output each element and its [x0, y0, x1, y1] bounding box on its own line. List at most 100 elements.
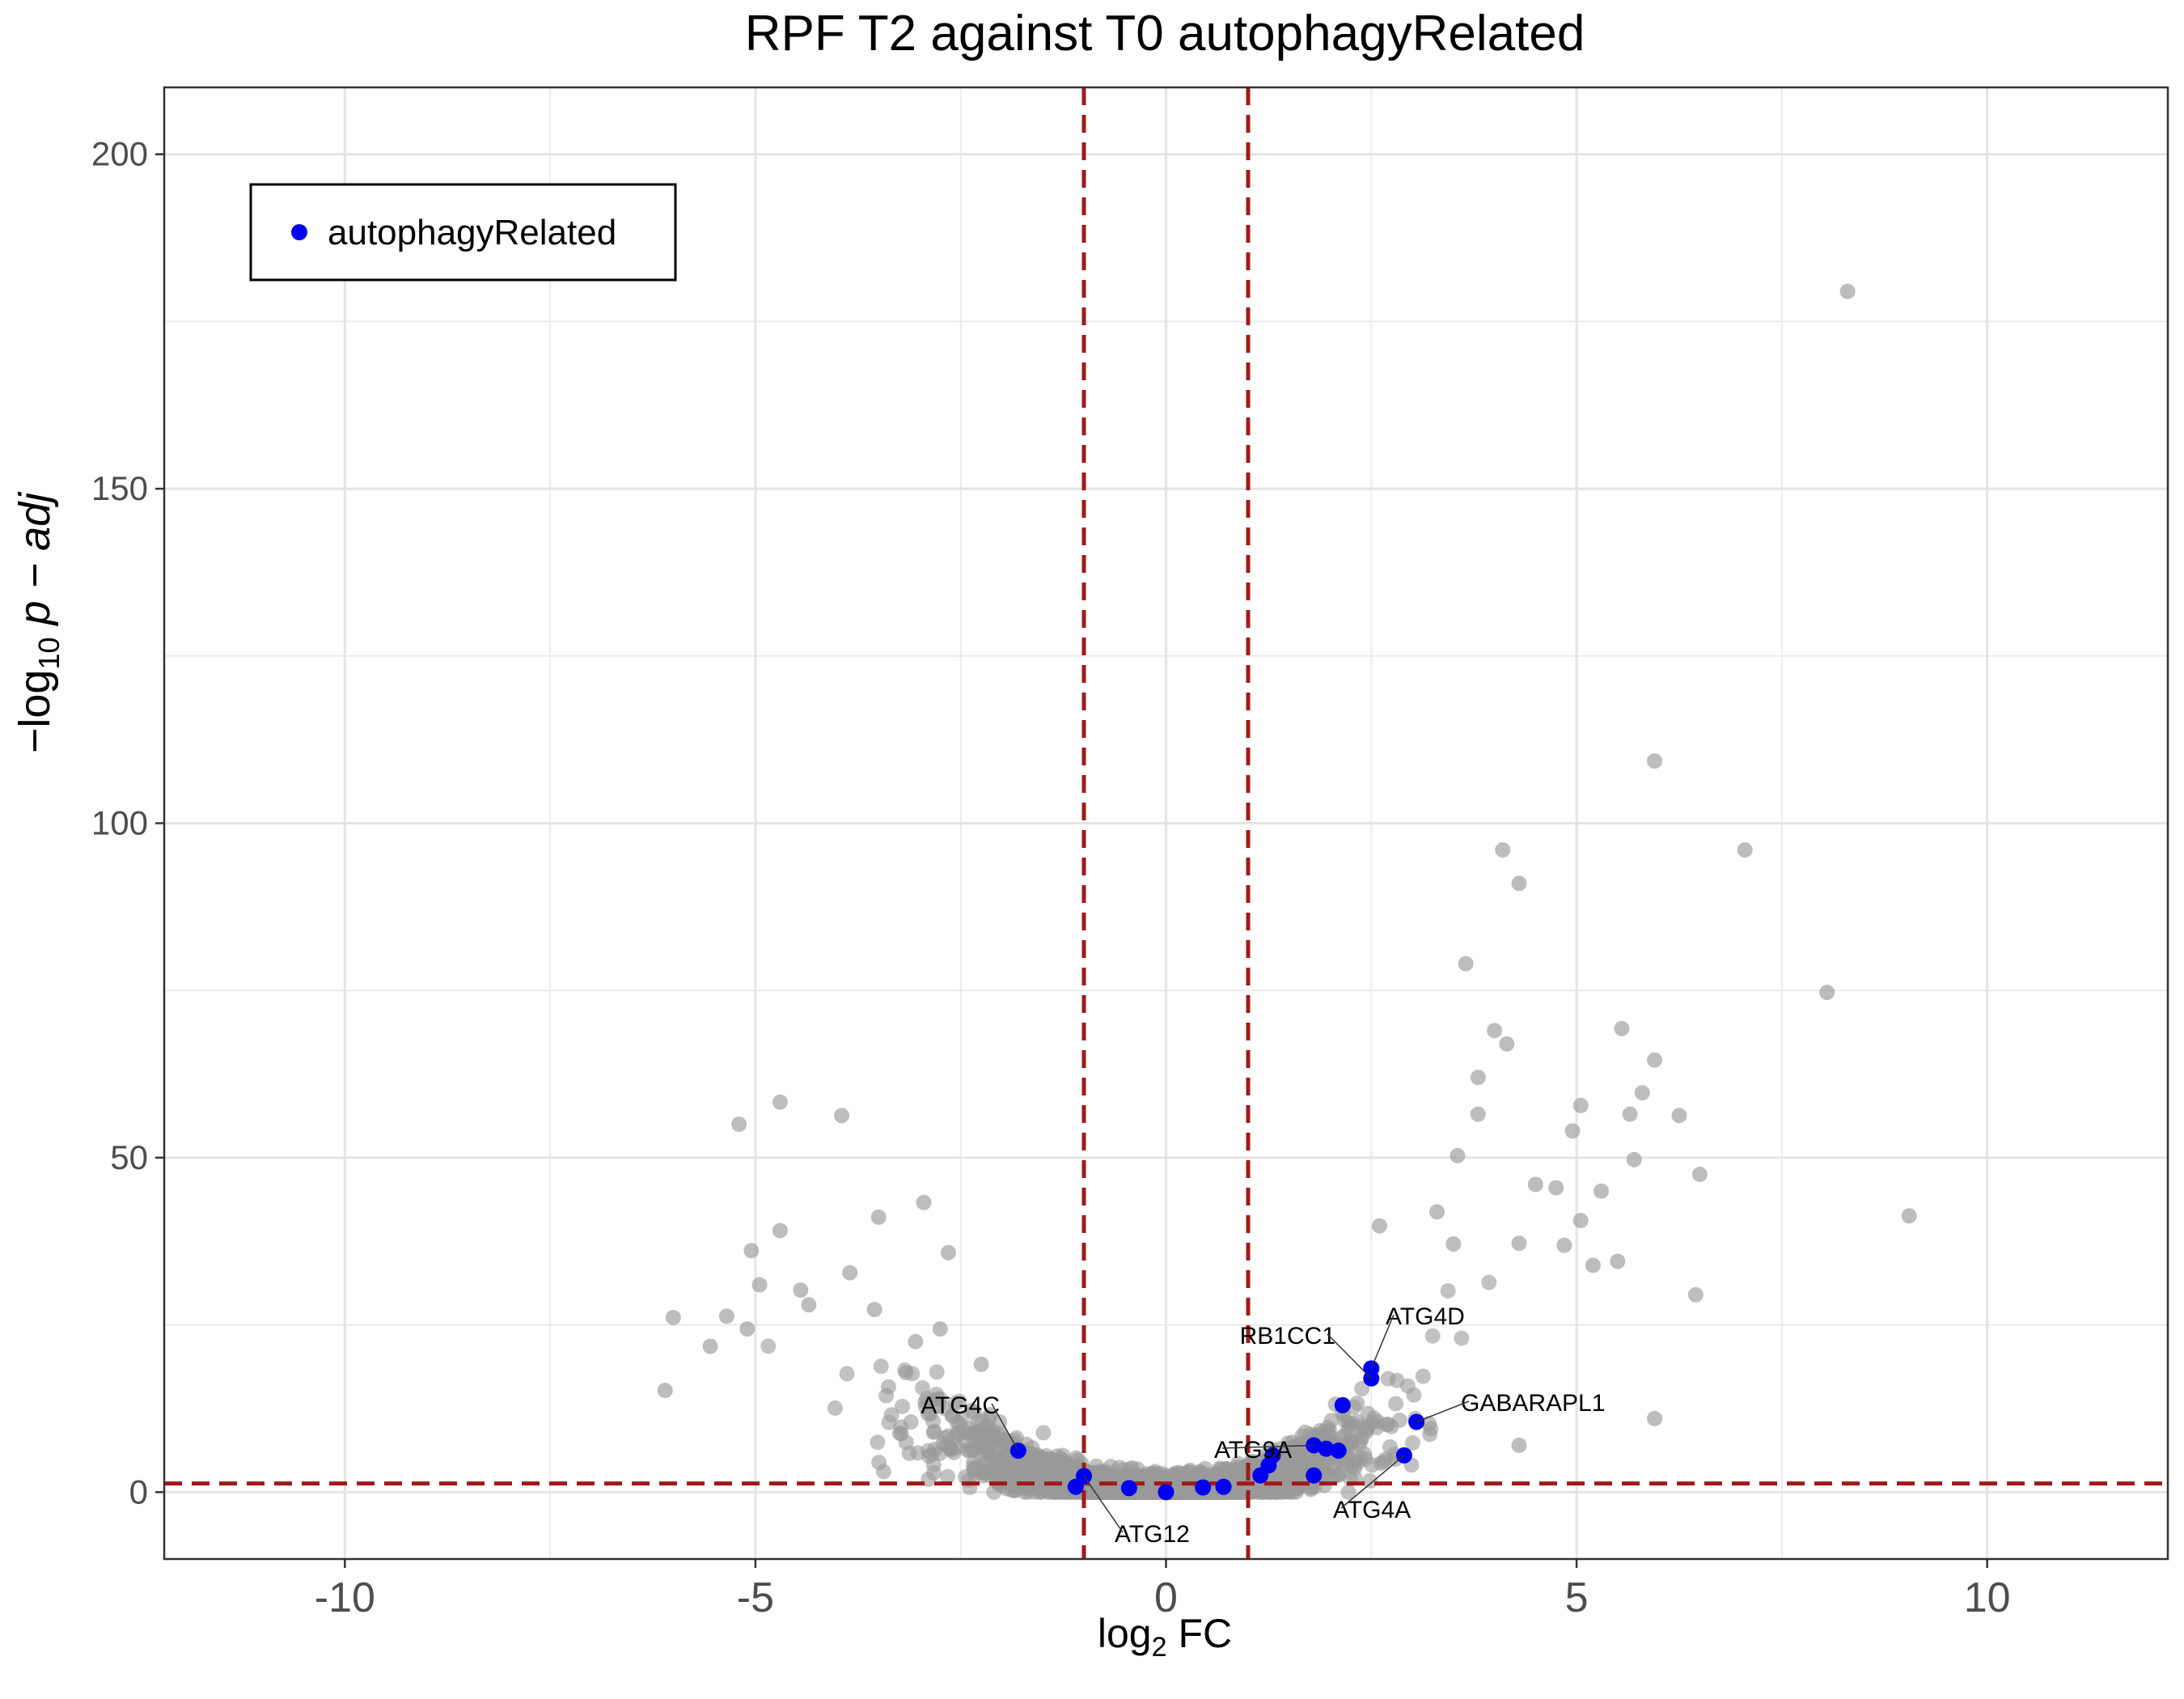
background-gene-point — [1415, 1368, 1431, 1384]
gene-label: ATG4C — [921, 1392, 1000, 1419]
background-gene-point — [910, 1445, 926, 1461]
threshold-lines-layer — [164, 87, 2168, 1559]
y-tick-label: 50 — [110, 1138, 148, 1176]
background-gene-point — [1691, 1167, 1708, 1183]
background-gene-point — [1594, 1183, 1610, 1199]
autophagy-gene-point — [1330, 1443, 1347, 1460]
autophagy-gene-point — [1195, 1479, 1212, 1496]
x-tick-label: 5 — [1565, 1574, 1589, 1621]
background-gene-point — [1819, 985, 1835, 1001]
background-gene-point — [1458, 955, 1474, 972]
y-tick-label: 0 — [129, 1472, 148, 1510]
legend-key-point — [291, 224, 307, 240]
autophagy-gene-point — [1158, 1484, 1175, 1501]
background-gene-point — [1737, 842, 1753, 858]
background-gene-point — [718, 1308, 734, 1324]
background-gene-point — [702, 1338, 718, 1354]
gene-label-leader — [1083, 1476, 1124, 1533]
x-axis-label-subscript: 2 — [1151, 1632, 1167, 1663]
background-gene-point — [870, 1434, 886, 1451]
gene-label-leader — [991, 1403, 1019, 1451]
background-gene-point — [925, 1424, 942, 1440]
background-gene-point — [1511, 875, 1527, 892]
background-gene-point — [743, 1243, 760, 1259]
gene-label: ATG12 — [1115, 1521, 1190, 1548]
background-gene-point — [1647, 1410, 1663, 1426]
background-gene-point — [951, 1393, 967, 1409]
background-gene-point — [1585, 1257, 1601, 1273]
y-tick-label: 150 — [91, 469, 148, 507]
y-axis-label-log: −log — [11, 669, 59, 754]
background-gene-point — [1671, 1108, 1687, 1124]
background-gene-point — [1499, 1036, 1515, 1052]
background-gene-point — [963, 1421, 979, 1437]
background-gene-point — [873, 1358, 889, 1375]
background-gene-point — [1399, 1378, 1416, 1394]
background-gene-point — [1527, 1176, 1543, 1193]
background-gene-point — [1388, 1396, 1404, 1412]
background-gene-point — [834, 1108, 850, 1124]
background-gene-point — [1470, 1106, 1486, 1122]
background-gene-point — [1610, 1253, 1626, 1269]
gene-label-leader — [1370, 1314, 1395, 1369]
background-gene-point — [1445, 1236, 1462, 1252]
background-gene-point — [866, 1302, 882, 1318]
gene-label: GABARAPL1 — [1461, 1390, 1605, 1417]
background-gene-point — [1481, 1274, 1497, 1290]
background-gene-point — [842, 1265, 858, 1281]
background-gene-point — [870, 1209, 887, 1225]
background-gene-point — [1647, 753, 1663, 769]
background-gene-point — [1373, 1455, 1389, 1472]
gene-labels-layer: ATG4D RB1CC1 GABARAPL1 ATG4C ATG9A ATG4A ATG12 — [921, 1303, 1605, 1548]
y-tick-label: 100 — [91, 804, 148, 842]
background-gene-point — [932, 1321, 948, 1337]
gene-label-leader — [1221, 1444, 1314, 1449]
background-gene-point — [1429, 1204, 1445, 1220]
background-gene-point — [995, 1472, 1011, 1489]
x-tick-label: -10 — [315, 1574, 375, 1621]
background-gene-point — [1404, 1434, 1420, 1451]
background-gene-point — [950, 1439, 966, 1455]
background-gene-point — [929, 1364, 945, 1380]
background-gene-point — [898, 1365, 914, 1381]
background-gene-point — [940, 1468, 956, 1485]
background-gene-point — [1371, 1218, 1387, 1234]
x-axis-label-log: log — [1097, 1611, 1152, 1656]
background-gene-point — [1027, 1475, 1043, 1491]
x-tick-label: -5 — [737, 1574, 774, 1621]
background-gene-point — [1548, 1180, 1564, 1196]
legend-label: autophagyRelated — [328, 213, 616, 252]
background-gene-point — [1354, 1381, 1370, 1397]
gene-label: ATG4D — [1386, 1303, 1465, 1330]
background-gene-point — [1622, 1106, 1638, 1122]
background-gene-point — [1647, 1052, 1663, 1068]
background-gene-point — [954, 1410, 970, 1426]
background-gene-point — [921, 1471, 937, 1487]
background-gene-point — [893, 1419, 909, 1435]
background-gene-point — [881, 1414, 897, 1430]
autophagy-gene-point — [1215, 1478, 1232, 1495]
gene-label: ATG9A — [1214, 1437, 1292, 1464]
background-gene-point — [1346, 1453, 1362, 1469]
background-gene-point — [875, 1464, 891, 1480]
background-gene-point — [878, 1388, 895, 1404]
background-gene-point — [916, 1194, 932, 1210]
background-gene-point — [1129, 1461, 1145, 1477]
autophagy-gene-point — [1264, 1447, 1281, 1464]
background-gene-point — [772, 1094, 788, 1110]
background-gene-point — [1511, 1437, 1527, 1453]
background-gene-point — [1369, 1413, 1386, 1430]
legend: autophagyRelated — [249, 183, 677, 282]
background-gene-point — [760, 1338, 777, 1354]
x-axis-label-fc: FC — [1166, 1611, 1233, 1656]
background-gene-point — [1340, 1484, 1357, 1500]
y-axis-label: −log10 p − adj — [10, 291, 66, 955]
background-gene-point — [1361, 1472, 1378, 1489]
background-gene-point — [915, 1379, 931, 1396]
background-gene-point — [827, 1400, 843, 1416]
background-gene-point — [973, 1356, 989, 1372]
gene-label-leader — [1416, 1400, 1470, 1423]
background-gene-point — [1269, 1469, 1285, 1485]
